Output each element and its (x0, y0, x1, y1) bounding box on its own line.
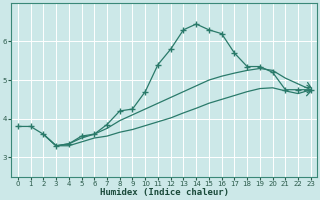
X-axis label: Humidex (Indice chaleur): Humidex (Indice chaleur) (100, 188, 229, 197)
